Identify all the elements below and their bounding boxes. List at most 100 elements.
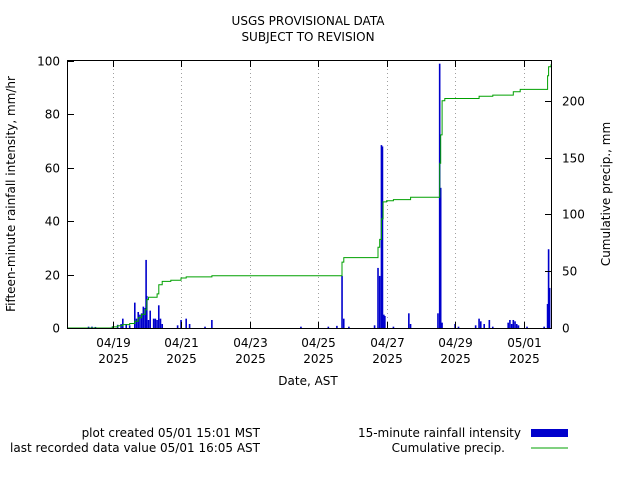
intensity-bar <box>548 287 551 328</box>
intensity-bar <box>441 322 443 328</box>
intensity-bar <box>145 259 147 328</box>
intensity-bar <box>509 319 511 328</box>
intensity-bar <box>125 323 128 328</box>
intensity-bar <box>176 325 179 328</box>
y-tick-label: 60 <box>45 162 60 176</box>
intensity-bar <box>478 318 480 328</box>
y2-axis-label: Cumulative precip., mm <box>599 122 613 266</box>
plot-created-text: plot created 05/01 15:01 MST <box>82 426 261 440</box>
intensity-bar <box>87 326 90 328</box>
intensity-bar <box>457 326 460 328</box>
legend-label-cumulative: Cumulative precip. <box>392 441 505 455</box>
intensity-bar <box>139 314 141 328</box>
intensity-bar <box>392 326 395 328</box>
intensity-bar <box>336 325 338 328</box>
intensity-bar <box>474 325 477 328</box>
x-tick-label-year: 2025 <box>372 352 403 366</box>
y-tick-label: 40 <box>45 215 60 229</box>
x-tick-label-date: 04/27 <box>370 336 405 350</box>
intensity-bar <box>341 275 343 328</box>
intensity-bar <box>439 187 442 328</box>
y-tick-label: 0 <box>52 322 60 336</box>
y-tick-label: 20 <box>45 269 60 283</box>
intensity-bar <box>145 295 148 328</box>
y-tick-label: 80 <box>45 108 60 122</box>
intensity-bar <box>437 313 439 328</box>
intensity-bar <box>479 321 482 328</box>
intensity-bar <box>161 323 164 328</box>
legend-label-intensity: 15-minute rainfall intensity <box>358 426 521 440</box>
x-tick-label-year: 2025 <box>235 352 266 366</box>
intensity-bar <box>512 319 515 328</box>
intensity-bar <box>94 326 97 328</box>
intensity-bar <box>204 326 206 328</box>
axis-layer: 0 20 40 60 80 100 0 50 100 150 200 04/19 2025 04/21 20… <box>37 55 585 367</box>
intensity-bar <box>144 307 146 328</box>
intensity-bar <box>300 326 302 328</box>
intensity-bar <box>154 318 157 328</box>
x-tick-label-year: 2025 <box>98 352 129 366</box>
intensity-bar <box>383 314 385 328</box>
intensity-bar <box>135 318 138 328</box>
intensity-bar <box>188 323 191 328</box>
intensity-bar <box>122 318 124 328</box>
y2-tick-label: 200 <box>562 95 585 109</box>
y2-tick-label: 100 <box>562 208 585 222</box>
intensity-bar <box>488 319 491 328</box>
x-tick-label-year: 2025 <box>166 352 197 366</box>
intensity-bar <box>510 323 513 328</box>
x-tick-label-year: 2025 <box>440 352 471 366</box>
intensity-bar <box>91 326 93 328</box>
x-axis-label: Date, AST <box>278 374 338 388</box>
intensity-bar <box>133 302 136 328</box>
intensity-bar <box>140 313 143 328</box>
intensity-bar <box>546 303 549 328</box>
y2-tick-label: 50 <box>562 265 577 279</box>
intensity-bar <box>491 326 494 328</box>
x-tick-label-year: 2025 <box>509 352 540 366</box>
intensity-bar <box>142 306 145 328</box>
x-tick-label-year: 2025 <box>303 352 334 366</box>
intensity-bar <box>128 325 131 328</box>
cumulative-precip-line <box>68 64 552 329</box>
x-tick-label-date: 04/23 <box>233 336 268 350</box>
intensity-bar <box>348 326 350 328</box>
chart-title-line-2: SUBJECT TO REVISION <box>241 30 374 44</box>
intensity-bar <box>515 323 518 328</box>
intensity-bar <box>384 315 386 328</box>
intensity-bar <box>547 249 550 328</box>
x-tick-label-date: 04/19 <box>96 336 131 350</box>
last-recorded-text: last recorded data value 05/01 16:05 AST <box>10 441 261 455</box>
intensity-bar <box>517 325 520 328</box>
intensity-bar <box>514 321 516 328</box>
y-tick-label: 100 <box>37 55 60 69</box>
intensity-bar <box>159 318 162 328</box>
chart-title-line-1: USGS PROVISIONAL DATA <box>232 14 386 28</box>
plot-frame <box>67 60 552 329</box>
x-tick-label-date: 04/25 <box>301 336 336 350</box>
intensity-bar <box>377 267 379 328</box>
intensity-bar <box>211 319 213 328</box>
intensity-bar <box>373 325 376 328</box>
x-tick-label-date: 05/01 <box>507 336 542 350</box>
intensity-bar <box>408 313 410 328</box>
x-tick-label-date: 04/29 <box>438 336 473 350</box>
intensity-bar <box>147 319 150 328</box>
intensity-bar <box>483 323 486 328</box>
intensity-bar <box>507 322 509 328</box>
intensity-bar <box>149 310 152 328</box>
intensity-bar <box>342 318 345 328</box>
intensity-bar <box>327 326 330 328</box>
x-tick-label-date: 04/21 <box>164 336 199 350</box>
intensity-bar <box>378 275 381 328</box>
intensity-bar <box>543 326 545 328</box>
intensity-bars <box>87 63 551 329</box>
y2-tick-label: 0 <box>562 322 570 336</box>
intensity-bar <box>381 146 384 328</box>
intensity-bar <box>409 323 412 328</box>
intensity-bar <box>152 318 155 328</box>
grid-layer <box>113 61 525 328</box>
intensity-bar <box>526 326 528 328</box>
legend-swatch-intensity <box>531 429 568 437</box>
